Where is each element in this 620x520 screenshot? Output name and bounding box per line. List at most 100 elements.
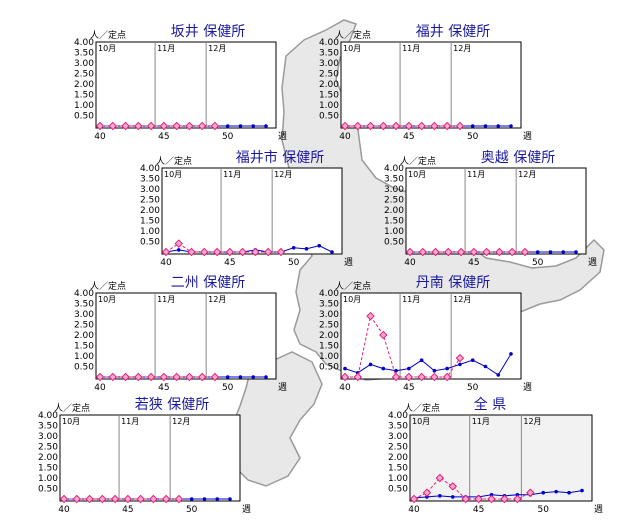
data-point-current [535,250,540,254]
data-point-current [548,250,553,254]
month-label: 12月 [274,170,292,179]
data-point-previous [366,311,375,321]
data-point-previous [108,121,118,131]
data-point-current [470,358,475,363]
y-tick-label: 3.50 [38,422,58,432]
x-tick-label: 40 [404,258,416,268]
data-point-current [251,375,256,379]
data-point-current [202,497,207,501]
series-line-previous [165,243,281,253]
data-point-current [432,368,437,373]
month-label: 12月 [453,295,471,304]
data-point-previous [456,247,466,257]
plot-frame [409,414,593,502]
chart-panel-2: 10月 11月 12月 4.003.503.002.502.001.501.000.5… [140,149,353,268]
data-point-current [381,366,386,371]
y-tick-label: 2.50 [319,70,339,80]
data-point-previous [174,494,184,504]
chart-panel-3: 10月 11月 12月 4.003.503.002.502.001.501.000.5… [384,149,597,268]
y-tick-label: 0.50 [319,112,339,122]
y-axis-unit-label: 人／定点 [54,402,90,414]
y-tick-label: 3.50 [384,175,404,185]
data-point-current [368,362,373,367]
y-tick-label: 0.50 [140,238,160,248]
data-point-previous [134,121,143,131]
data-point-previous [161,494,171,504]
data-point-current [225,375,230,379]
y-axis-unit-label: 人／定点 [156,155,192,167]
data-point-previous [474,494,483,504]
y-tick-label: 2.00 [140,206,160,216]
y-axis-unit-label: 人／定点 [90,280,126,292]
data-point-current [215,497,220,501]
data-point-previous [404,121,414,131]
data-point-previous [197,121,207,131]
month-label: 10月 [164,170,182,179]
x-tick-label: 45 [403,383,414,393]
x-tick-label: 40 [339,383,351,393]
data-point-previous [417,121,426,131]
chart-panel-0: 10月 11月 12月 4.003.503.002.502.001.501.000.5… [74,24,287,142]
y-tick-label: 3.00 [38,432,58,442]
y-tick-label: 1.00 [74,101,94,111]
data-point-previous [353,121,363,131]
data-point-previous [210,372,220,382]
x-tick-label: 50 [222,383,234,393]
y-tick-label: 2.00 [388,453,408,463]
data-point-previous [455,353,465,363]
y-tick-label: 1.50 [74,91,94,101]
month-label: 10月 [343,44,361,53]
data-point-previous [405,247,415,257]
data-point-current [554,489,558,494]
chart-panel-4: 10月 11月 12月 4.003.503.002.502.001.501.000.5… [74,275,287,393]
data-point-current [483,364,488,369]
chart-title: 奥越 保健所 [481,149,555,166]
data-point-current [509,124,513,128]
x-tick-label: 50 [222,132,234,142]
chart-panel-7: 10月 11月 12月 4.003.503.002.502.001.501.000.5… [388,396,603,515]
y-tick-label: 1.00 [74,352,94,362]
month-label: 11月 [157,295,175,304]
chart-title: 福井 保健所 [416,24,490,40]
y-tick-label: 2.00 [319,80,339,90]
data-point-previous [95,121,105,131]
y-tick-label: 1.50 [388,464,408,474]
y-tick-label: 1.00 [388,474,408,484]
y-tick-label: 1.00 [140,227,160,237]
month-label: 10月 [98,44,116,53]
month-label: 11月 [223,170,241,179]
x-tick-label: 45 [122,505,133,515]
y-tick-label: 3.00 [384,185,404,195]
data-point-previous [134,372,143,382]
data-point-previous [340,372,350,382]
data-point-current [238,375,243,379]
x-tick-label: 50 [288,258,300,268]
chart-panel-6: 10月 11月 12月 4.003.503.002.502.001.501.000.5… [38,397,251,515]
data-point-current [343,366,347,371]
chart-title: 福井市 保健所 [236,149,324,166]
data-point-current [189,497,194,501]
data-point-current [238,124,243,128]
y-tick-label: 1.50 [384,217,404,227]
y-tick-label: 2.00 [38,453,58,463]
chart-title: 二州 保健所 [171,275,245,291]
y-tick-label: 2.50 [38,443,58,453]
x-tick-label: 50 [538,505,550,515]
data-point-current [330,250,334,254]
y-tick-label: 2.00 [74,331,94,341]
x-axis-label: 週 [588,257,597,268]
data-point-previous [174,239,184,248]
y-tick-label: 4.00 [140,164,160,174]
y-tick-label: 2.00 [74,80,94,90]
x-tick-label: 40 [160,258,172,268]
data-point-previous [276,247,286,257]
plot-frame [161,167,343,255]
data-point-previous [379,121,388,131]
data-point-previous [500,494,509,504]
y-tick-label: 0.50 [384,238,404,248]
data-point-current [419,358,424,363]
data-point-previous [172,372,181,382]
data-point-current [496,373,501,377]
data-point-current [567,490,571,495]
y-tick-label: 3.00 [140,185,160,195]
